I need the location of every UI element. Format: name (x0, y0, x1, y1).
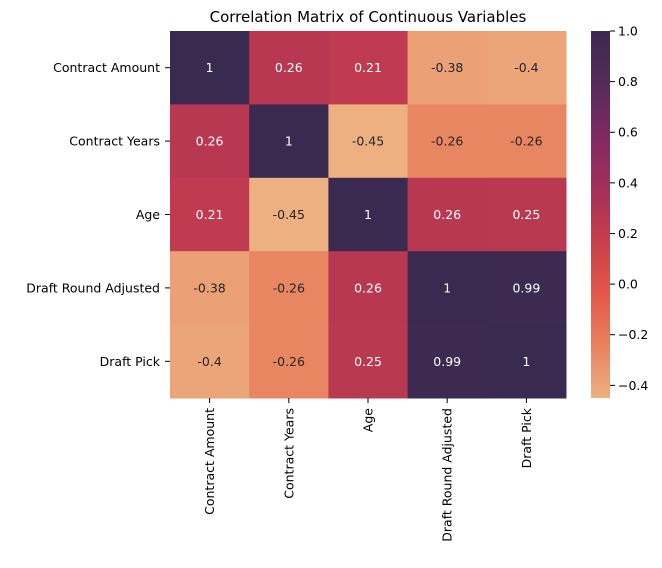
heatmap-cell (249, 31, 329, 105)
heatmap-cell (249, 104, 329, 179)
cell-value-label: 0.26 (433, 207, 461, 222)
cell-value-label: -0.4 (514, 60, 538, 75)
x-tick-label: Age (361, 408, 376, 432)
heatmap-cell (407, 177, 488, 252)
cell-value-label: 0.99 (512, 280, 540, 295)
cell-value-label: 0.21 (354, 60, 382, 75)
heatmap-cell (249, 177, 329, 252)
heatmap-cell (486, 251, 567, 326)
cell-value-label: 0.25 (354, 354, 382, 369)
heatmap-cell-labels: 1 0.26 0.21 -0.38 -0.4 0.26 1 -0.45 -0.26 -0.26 0.… (193, 60, 542, 369)
cell-value-label: 1 (285, 134, 293, 149)
heatmap-cell (170, 324, 250, 399)
heatmap-cells (170, 31, 567, 399)
heatmap-cell (249, 251, 329, 326)
cell-value-label: 0.99 (433, 354, 461, 369)
y-tick-label: Contract Amount (53, 60, 160, 75)
heatmap-cell (328, 177, 409, 252)
heatmap-cell (407, 251, 488, 326)
heatmap-cell (486, 177, 567, 252)
y-tick-label: Age (136, 207, 160, 222)
heatmap-cell (170, 177, 250, 252)
cell-value-label: -0.26 (273, 354, 305, 369)
heatmap-cell (328, 104, 409, 179)
x-axis: Contract Amount Contract Years Age Draft Ro… (202, 398, 534, 542)
y-tick-label: Contract Years (69, 134, 160, 149)
cell-value-label: -0.38 (193, 280, 225, 295)
heatmap-cell (486, 31, 567, 105)
cell-value-label: -0.26 (273, 280, 305, 295)
x-tick-label: Contract Years (281, 408, 296, 499)
cell-value-label: 0.26 (196, 134, 224, 149)
cell-value-label: 0.26 (275, 60, 303, 75)
y-tick-label: Draft Pick (100, 354, 161, 369)
colorbar-tick-label: 0.8 (618, 74, 638, 89)
cell-value-label: -0.26 (431, 134, 463, 149)
x-tick-label: Draft Pick (519, 407, 534, 468)
cell-value-label: -0.45 (352, 134, 384, 149)
heatmap-cell (170, 251, 250, 326)
chart-title: Correlation Matrix of Continuous Variabl… (210, 8, 527, 26)
heatmap-cell (486, 324, 567, 399)
y-tick-label: Draft Round Adjusted (26, 280, 160, 295)
colorbar-gradient (591, 31, 610, 398)
x-tick-label: Draft Round Adjusted (440, 408, 455, 542)
cell-value-label: -0.26 (510, 134, 542, 149)
heatmap-cell (328, 251, 409, 326)
heatmap-cell (486, 104, 567, 179)
cell-value-label: 0.21 (196, 207, 224, 222)
colorbar-tick-label: 0.2 (618, 226, 638, 241)
heatmap-cell (170, 104, 250, 179)
heatmap-cell (407, 324, 488, 399)
colorbar-tick-label: 0.0 (618, 277, 638, 292)
heatmap-cell (249, 324, 329, 399)
y-axis: Contract Amount Contract Years Age Draft Ro… (26, 60, 170, 369)
colorbar-tick-label: 1.0 (618, 24, 638, 39)
heatmap-cell (328, 324, 409, 399)
x-tick-label: Contract Amount (202, 408, 217, 515)
cell-value-label: 0.26 (354, 280, 382, 295)
colorbar-tick-label: −0.4 (618, 378, 648, 393)
cell-value-label: 1 (206, 60, 214, 75)
cell-value-label: -0.45 (273, 207, 305, 222)
colorbar: 1.0 0.8 0.6 0.4 0.2 0.0 −0.2 −0.4 (591, 24, 648, 398)
heatmap-cell (407, 31, 488, 105)
cell-value-label: 1 (364, 207, 372, 222)
heatmap-cell (170, 31, 250, 105)
cell-value-label: -0.38 (431, 60, 463, 75)
colorbar-tick-label: 0.6 (618, 125, 638, 140)
cell-value-label: -0.4 (197, 354, 221, 369)
cell-value-label: 1 (522, 354, 530, 369)
cell-value-label: 1 (443, 280, 451, 295)
colorbar-tick-label: 0.4 (618, 175, 638, 190)
cell-value-label: 0.25 (512, 207, 540, 222)
heatmap-cell (328, 31, 409, 105)
heatmap-cell (407, 104, 488, 179)
colorbar-tick-label: −0.2 (618, 327, 648, 342)
